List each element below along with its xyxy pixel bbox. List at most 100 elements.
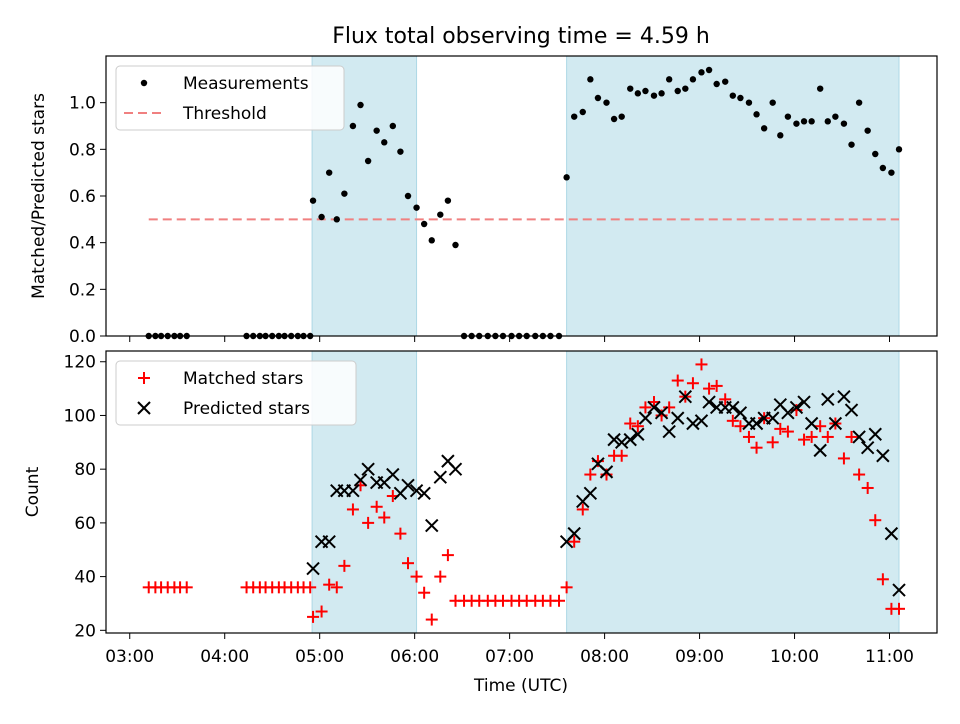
predicted-star-point-b — [821, 392, 835, 407]
matched-star-point — [845, 430, 858, 443]
legend-predicted-marker — [137, 401, 151, 415]
predicted-star-point — [433, 470, 448, 484]
measurement-point — [855, 99, 863, 106]
measurement-point — [357, 101, 364, 109]
predicted-star-point-b — [678, 389, 693, 404]
panel-counts-legend-box — [115, 360, 357, 426]
legend-matched-marker — [138, 372, 150, 384]
predicted-star-point — [733, 406, 748, 420]
measurement-point — [729, 92, 737, 99]
panel-ratio-legend-label-1: Threshold — [182, 104, 267, 124]
matched-star-point — [663, 401, 676, 414]
measurement-point — [444, 197, 452, 204]
matched-star-point — [434, 570, 447, 583]
matched-star-point — [425, 613, 438, 626]
x-tick-label: 04:00 — [200, 647, 249, 667]
measurement-point — [872, 150, 879, 158]
legend-measurement-marker — [140, 79, 148, 87]
predicted-star-point-b — [828, 416, 843, 431]
predicted-star-point-b — [346, 483, 360, 498]
matched-star-point — [418, 586, 431, 599]
measurement-point — [713, 80, 720, 88]
matched-star-point — [568, 535, 581, 548]
measurement-point — [318, 213, 325, 221]
predicted-star-point-b — [614, 435, 629, 450]
legend-predicted-marker-b — [137, 401, 151, 415]
measurement-point — [674, 87, 681, 95]
matched-star-point — [560, 581, 573, 594]
measurement-point — [848, 141, 855, 148]
predicted-star-point — [614, 435, 629, 450]
x-tick-label: 05:00 — [295, 647, 344, 667]
measurement-point — [309, 197, 317, 204]
predicted-star-point-b — [892, 583, 906, 597]
panel-counts-legend-label-1: Predicted stars — [183, 399, 310, 419]
predicted-star-point — [837, 389, 851, 404]
predicted-star-point-b — [433, 470, 448, 484]
x-tick-label: 10:00 — [770, 647, 819, 667]
predicted-star-point-b — [813, 443, 827, 458]
measurement-point — [840, 120, 848, 127]
panel-counts-ytick-label: 20 — [74, 621, 96, 641]
predicted-star-point-b — [567, 526, 581, 541]
predicted-star-point — [583, 486, 598, 501]
predicted-star-point — [662, 424, 676, 439]
measurement-point — [373, 127, 380, 134]
measurement-point — [452, 241, 459, 249]
measurement-point — [753, 111, 760, 118]
panel-ratio-legend-box — [115, 65, 345, 131]
predicted-star-point-b — [773, 398, 788, 412]
predicted-star-point — [797, 395, 811, 409]
predicted-star-point — [765, 411, 780, 425]
measurement-point — [333, 216, 340, 223]
measurement-point — [579, 108, 586, 116]
matched-star-point — [726, 414, 739, 427]
predicted-star-point — [884, 526, 899, 541]
measurement-point — [689, 76, 697, 83]
measurement-point — [610, 115, 618, 123]
predicted-star-point-b — [591, 457, 605, 471]
matched-star-point — [695, 358, 708, 371]
predicted-star-point-b — [599, 465, 614, 479]
measurement-point — [325, 169, 333, 176]
matched-star-point — [710, 379, 723, 392]
predicted-star-point-b — [631, 427, 645, 441]
matched-star-point — [798, 433, 811, 446]
measurement-point — [381, 139, 388, 146]
matched-star-point — [861, 481, 874, 494]
panel-ratio-ytick-label: 0.6 — [69, 187, 96, 207]
panel-ratio-legend: Measurements Threshold — [115, 65, 345, 131]
predicted-star-point-b — [781, 406, 795, 420]
panel-ratio-ytick-label: 0.2 — [69, 280, 96, 300]
panel-counts-legend: Matched stars Predicted stars — [115, 360, 357, 426]
matched-star-point — [821, 430, 834, 443]
x-tick-label: 08:00 — [580, 647, 629, 667]
measurement-point — [571, 113, 578, 120]
matched-star-point — [362, 516, 375, 529]
panel-ratio-legend-label-0: Measurements — [183, 74, 309, 94]
measurement-point — [824, 118, 831, 125]
predicted-star-point-b — [844, 403, 859, 417]
predicted-star-point — [306, 561, 320, 576]
panel-counts-ytick-label: 80 — [74, 460, 96, 480]
predicted-star-point-b — [448, 462, 463, 476]
matched-star-point — [719, 393, 732, 406]
panel-ratio-ytick-label: 0.8 — [69, 140, 96, 160]
predicted-star-point — [353, 473, 368, 487]
measurement-point — [722, 78, 729, 85]
matched-star-point — [346, 503, 359, 516]
matched-star-point — [338, 559, 351, 572]
matched-star-point — [584, 468, 597, 481]
measurement-point — [864, 127, 871, 134]
predicted-star-point-b — [654, 406, 669, 420]
predicted-star-point-b — [852, 430, 866, 444]
predicted-star-point-b — [884, 526, 899, 541]
measurement-point — [618, 113, 625, 120]
measurement-point — [808, 118, 815, 125]
predicted-star-point-b — [583, 486, 598, 501]
matched-star-point — [576, 503, 589, 516]
predicted-star-point-b — [638, 411, 653, 425]
measurement-point — [800, 118, 808, 125]
predicted-star-point — [702, 395, 716, 409]
predicted-star-point-b — [361, 462, 375, 476]
